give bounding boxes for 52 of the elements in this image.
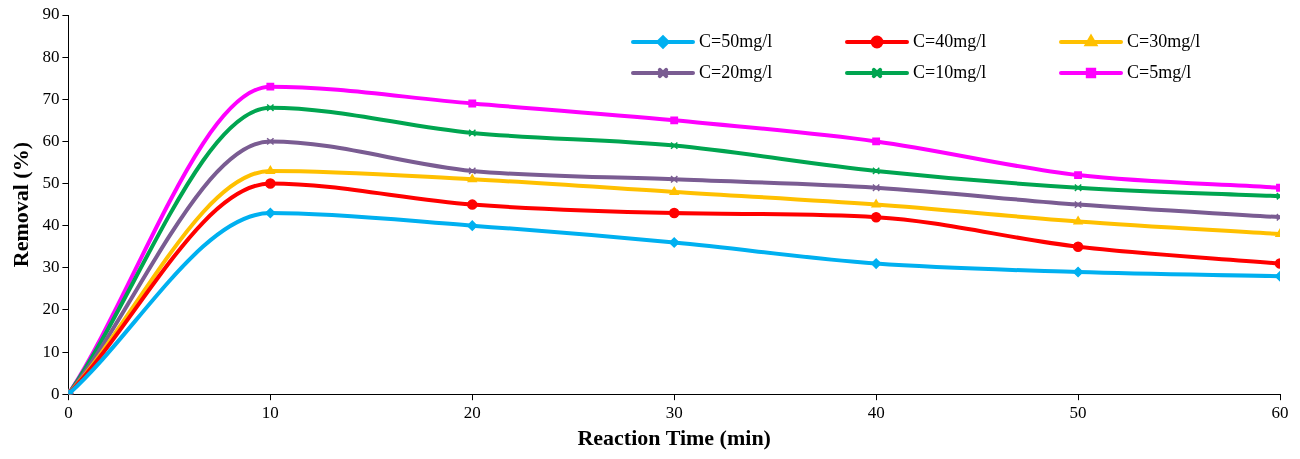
legend-label: C=20mg/l (699, 61, 773, 82)
y-tick-label: 10 (42, 341, 60, 361)
point (870, 211, 882, 223)
x-tick-label: 20 (463, 402, 481, 422)
x-tick-label: 0 (64, 402, 73, 422)
point (670, 175, 679, 184)
point (266, 137, 275, 146)
legend-label: C=30mg/l (1127, 30, 1201, 51)
y-tick-label: 20 (42, 299, 60, 319)
point (467, 199, 478, 210)
point (668, 207, 680, 219)
y-tick-label: 0 (50, 383, 60, 403)
point (265, 207, 276, 219)
point (669, 186, 679, 195)
point (1072, 241, 1084, 252)
y-tick-label: 40 (42, 215, 60, 235)
point (266, 103, 275, 112)
point (872, 183, 881, 192)
x-tick-label: 10 (261, 402, 279, 422)
x-tick-label: 50 (1069, 402, 1087, 422)
point (670, 116, 679, 125)
point (872, 166, 881, 175)
y-axis-title: Removal (%) (7, 141, 33, 268)
point (871, 199, 881, 208)
point (1074, 200, 1082, 209)
legend-label: C=50mg/l (699, 30, 773, 51)
point (265, 165, 275, 174)
y-tick-label: 60 (42, 130, 60, 150)
point (1073, 216, 1083, 225)
point (1074, 183, 1082, 192)
point (468, 99, 477, 108)
point (265, 178, 276, 189)
point (467, 220, 478, 231)
y-tick-label: 90 (42, 4, 60, 24)
point (872, 137, 881, 146)
point (467, 174, 477, 183)
legend-label: C=10mg/l (913, 61, 987, 82)
y-tick-label: 70 (42, 88, 60, 108)
x-tick-label: 40 (867, 402, 885, 422)
x-tick-label: 30 (665, 402, 683, 422)
x-tick-label: 60 (1271, 402, 1289, 422)
point (1074, 171, 1082, 180)
y-tick-label: 30 (42, 257, 60, 277)
y-tick-label: 80 (42, 46, 60, 66)
point (670, 141, 679, 150)
point (468, 129, 477, 137)
y-tick-label: 50 (42, 173, 60, 192)
legend-label: C=5mg/l (1127, 61, 1192, 82)
point (468, 166, 477, 175)
point (266, 82, 275, 91)
legend-label: C=40mg/l (913, 30, 987, 51)
x-axis-title: Reaction Time (min) (577, 425, 771, 451)
